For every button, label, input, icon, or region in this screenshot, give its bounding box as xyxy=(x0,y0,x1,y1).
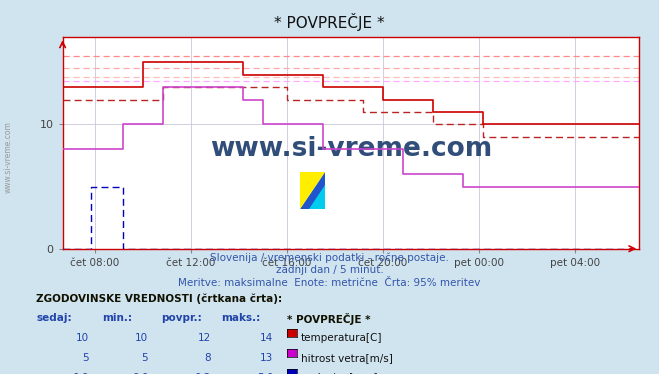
Text: 12: 12 xyxy=(198,333,211,343)
Text: 0,2: 0,2 xyxy=(194,373,211,374)
Text: zadnji dan / 5 minut.: zadnji dan / 5 minut. xyxy=(275,265,384,275)
Text: padavine[mm]: padavine[mm] xyxy=(301,373,378,374)
Text: 13: 13 xyxy=(260,353,273,363)
Text: min.:: min.: xyxy=(102,313,132,323)
Text: * POVPREČJE *: * POVPREČJE * xyxy=(287,313,370,325)
Text: hitrost vetra[m/s]: hitrost vetra[m/s] xyxy=(301,353,393,363)
Text: povpr.:: povpr.: xyxy=(161,313,202,323)
Text: 5,0: 5,0 xyxy=(257,373,273,374)
Text: 10: 10 xyxy=(135,333,148,343)
Text: 8: 8 xyxy=(204,353,211,363)
Text: ZGODOVINSKE VREDNOSTI (črtkana črta):: ZGODOVINSKE VREDNOSTI (črtkana črta): xyxy=(36,294,282,304)
Text: sedaj:: sedaj: xyxy=(36,313,72,323)
Polygon shape xyxy=(308,185,325,209)
Text: 5: 5 xyxy=(142,353,148,363)
Text: * POVPREČJE *: * POVPREČJE * xyxy=(274,13,385,31)
Text: www.si-vreme.com: www.si-vreme.com xyxy=(3,121,13,193)
Text: Slovenija / vremenski podatki - ročne postaje.: Slovenija / vremenski podatki - ročne po… xyxy=(210,252,449,263)
Text: 14: 14 xyxy=(260,333,273,343)
Text: maks.:: maks.: xyxy=(221,313,260,323)
Text: temperatura[C]: temperatura[C] xyxy=(301,333,383,343)
Polygon shape xyxy=(300,172,325,209)
Text: www.si-vreme.com: www.si-vreme.com xyxy=(210,137,492,162)
Polygon shape xyxy=(300,172,325,209)
Text: Meritve: maksimalne  Enote: metrične  Črta: 95% meritev: Meritve: maksimalne Enote: metrične Črta… xyxy=(179,278,480,288)
Text: 5: 5 xyxy=(82,353,89,363)
Text: 10: 10 xyxy=(76,333,89,343)
Text: 0,0: 0,0 xyxy=(132,373,148,374)
Text: 0,0: 0,0 xyxy=(72,373,89,374)
